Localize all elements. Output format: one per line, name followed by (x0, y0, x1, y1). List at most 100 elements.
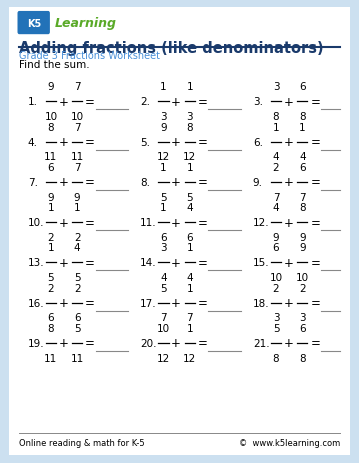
Text: =: = (85, 136, 95, 149)
Text: =: = (198, 296, 208, 309)
Text: =: = (198, 337, 208, 350)
Text: 4: 4 (160, 273, 167, 282)
Text: 13.: 13. (28, 258, 45, 268)
Text: K5: K5 (27, 19, 41, 29)
Text: 2.: 2. (140, 97, 150, 107)
Text: 18.: 18. (253, 298, 270, 308)
Text: 5: 5 (74, 323, 80, 333)
Text: 10: 10 (45, 112, 57, 122)
Text: +: + (284, 136, 294, 149)
Text: 6: 6 (299, 163, 306, 173)
Text: Grade 3 Fractions Worksheet: Grade 3 Fractions Worksheet (19, 51, 160, 61)
Text: 1: 1 (186, 323, 193, 333)
Text: 19.: 19. (28, 338, 45, 348)
Text: +: + (171, 176, 181, 189)
Text: 7: 7 (74, 82, 80, 92)
Text: =: = (85, 176, 95, 189)
Text: 7: 7 (186, 313, 193, 323)
Text: 6: 6 (48, 163, 54, 173)
Text: Adding fractions (like denominators): Adding fractions (like denominators) (19, 41, 324, 56)
Text: +: + (59, 216, 69, 229)
Text: 7: 7 (74, 163, 80, 173)
Text: 10: 10 (71, 112, 84, 122)
Text: =: = (310, 216, 320, 229)
Text: 4: 4 (74, 243, 80, 253)
Text: Learning: Learning (55, 17, 117, 30)
Text: 1: 1 (74, 203, 80, 213)
Text: 4: 4 (273, 203, 279, 213)
Text: =: = (310, 95, 320, 108)
Text: =: = (310, 176, 320, 189)
Text: 16.: 16. (28, 298, 45, 308)
Text: 8: 8 (48, 122, 54, 132)
Text: +: + (171, 95, 181, 108)
Text: 1: 1 (186, 163, 193, 173)
Text: Find the sum.: Find the sum. (19, 60, 90, 70)
Text: 5: 5 (186, 192, 193, 202)
Text: 9: 9 (160, 122, 167, 132)
Text: =: = (310, 337, 320, 350)
Text: 10: 10 (270, 273, 283, 282)
Text: 1: 1 (48, 243, 54, 253)
Text: 15.: 15. (253, 258, 270, 268)
Text: 6: 6 (273, 243, 279, 253)
Text: 9: 9 (48, 82, 54, 92)
Text: +: + (59, 337, 69, 350)
Text: =: = (85, 337, 95, 350)
Text: =: = (85, 95, 95, 108)
Text: +: + (59, 136, 69, 149)
Text: 11: 11 (44, 152, 57, 162)
Text: 2: 2 (299, 283, 306, 293)
Text: 1: 1 (186, 82, 193, 92)
Text: 1: 1 (186, 283, 193, 293)
Text: 3: 3 (160, 243, 167, 253)
Text: 9: 9 (48, 192, 54, 202)
Text: 10.: 10. (28, 218, 44, 227)
Text: 14.: 14. (140, 258, 157, 268)
Text: 3: 3 (273, 82, 279, 92)
Text: 1: 1 (299, 122, 306, 132)
Text: +: + (171, 136, 181, 149)
Text: 3: 3 (299, 313, 306, 323)
Text: 6: 6 (74, 313, 80, 323)
Text: 6: 6 (48, 313, 54, 323)
Text: 20.: 20. (140, 338, 157, 348)
Text: 5: 5 (74, 273, 80, 282)
Text: =: = (198, 176, 208, 189)
Text: 1: 1 (160, 82, 167, 92)
Text: +: + (171, 216, 181, 229)
Text: 7: 7 (160, 313, 167, 323)
Text: =: = (310, 256, 320, 269)
Text: 1.: 1. (28, 97, 38, 107)
Text: 4: 4 (299, 152, 306, 162)
Text: =: = (85, 296, 95, 309)
Text: 1: 1 (48, 203, 54, 213)
Text: 3.: 3. (253, 97, 263, 107)
Text: 1: 1 (273, 122, 279, 132)
Text: 12: 12 (157, 353, 170, 363)
Text: +: + (284, 176, 294, 189)
Text: +: + (284, 216, 294, 229)
Text: 7.: 7. (28, 177, 38, 188)
Text: +: + (284, 95, 294, 108)
Text: 4: 4 (186, 203, 193, 213)
Text: +: + (284, 296, 294, 309)
Text: 10: 10 (296, 273, 309, 282)
FancyBboxPatch shape (9, 8, 350, 455)
Text: 8: 8 (299, 353, 306, 363)
Text: 9.: 9. (253, 177, 263, 188)
Text: 4.: 4. (28, 137, 38, 147)
Text: =: = (198, 256, 208, 269)
Text: =: = (85, 256, 95, 269)
Text: 6: 6 (186, 232, 193, 242)
Text: 12.: 12. (253, 218, 270, 227)
Text: 6: 6 (160, 232, 167, 242)
Text: 8: 8 (186, 122, 193, 132)
Text: +: + (284, 256, 294, 269)
Text: +: + (171, 337, 181, 350)
Text: 5: 5 (273, 323, 279, 333)
Text: 5: 5 (160, 283, 167, 293)
Text: =: = (198, 216, 208, 229)
Text: +: + (59, 296, 69, 309)
Text: =: = (310, 296, 320, 309)
